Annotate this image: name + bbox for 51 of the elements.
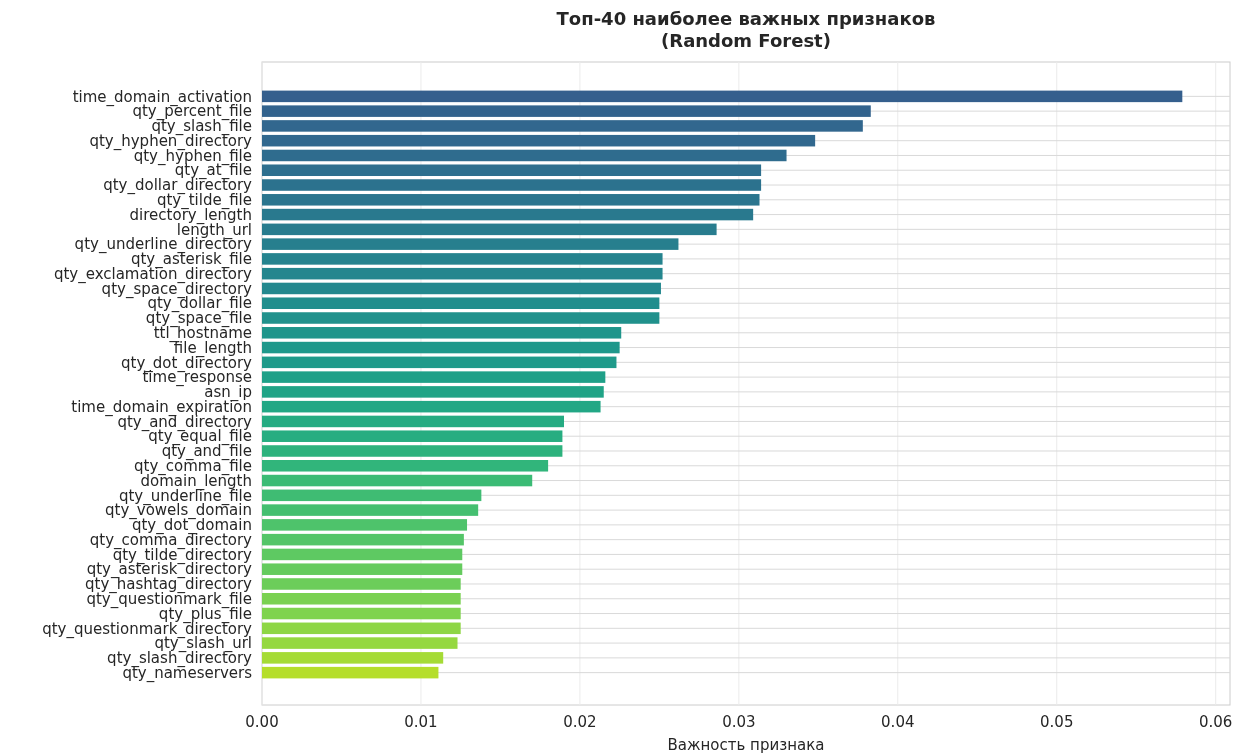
bar xyxy=(262,253,663,265)
x-tick-label: 0.05 xyxy=(1040,713,1074,731)
bar xyxy=(262,282,661,295)
bar xyxy=(262,548,463,561)
bar xyxy=(262,341,620,354)
bar xyxy=(262,592,461,605)
bar xyxy=(262,519,468,531)
y-tick-label: time_domain_activation xyxy=(72,87,252,107)
bar xyxy=(262,179,762,191)
bar xyxy=(262,223,717,236)
bar xyxy=(262,238,679,250)
bar xyxy=(262,533,464,546)
bar xyxy=(262,400,601,413)
bar xyxy=(262,90,1183,103)
bar xyxy=(262,474,533,487)
x-tick-label: 0.01 xyxy=(404,713,438,731)
bar xyxy=(262,607,461,620)
bar xyxy=(262,622,461,635)
y-tick-label: qty_plus_file xyxy=(158,604,252,624)
bar xyxy=(262,563,463,575)
bar xyxy=(262,460,549,472)
bar xyxy=(262,652,444,664)
bar xyxy=(262,489,482,502)
bar xyxy=(262,134,816,147)
bar xyxy=(262,504,479,516)
bar xyxy=(262,371,606,383)
x-tick-label: 0.04 xyxy=(881,713,915,731)
bar xyxy=(262,194,760,206)
bar xyxy=(262,445,563,457)
bar xyxy=(262,637,458,649)
bar xyxy=(262,327,622,339)
bar xyxy=(262,149,787,162)
bar xyxy=(262,120,863,132)
x-tick-label: 0.06 xyxy=(1198,713,1233,731)
bar xyxy=(262,415,564,428)
x-tick-label: 0.00 xyxy=(245,713,279,731)
bar xyxy=(262,312,660,324)
bar xyxy=(262,297,660,309)
x-axis-title: Важность признака xyxy=(667,736,825,753)
x-tick-label: 0.02 xyxy=(563,713,597,731)
bar xyxy=(262,356,617,369)
bar xyxy=(262,267,663,280)
x-tick-label: 0.03 xyxy=(722,713,756,731)
bar xyxy=(262,386,604,398)
bar xyxy=(262,666,439,679)
bar xyxy=(262,164,762,177)
bar xyxy=(262,208,754,221)
bar xyxy=(262,430,563,442)
bar xyxy=(262,105,871,117)
bar xyxy=(262,578,461,590)
chart-title: Топ-40 наиболее важных признаков (Random Forest) xyxy=(556,8,936,51)
